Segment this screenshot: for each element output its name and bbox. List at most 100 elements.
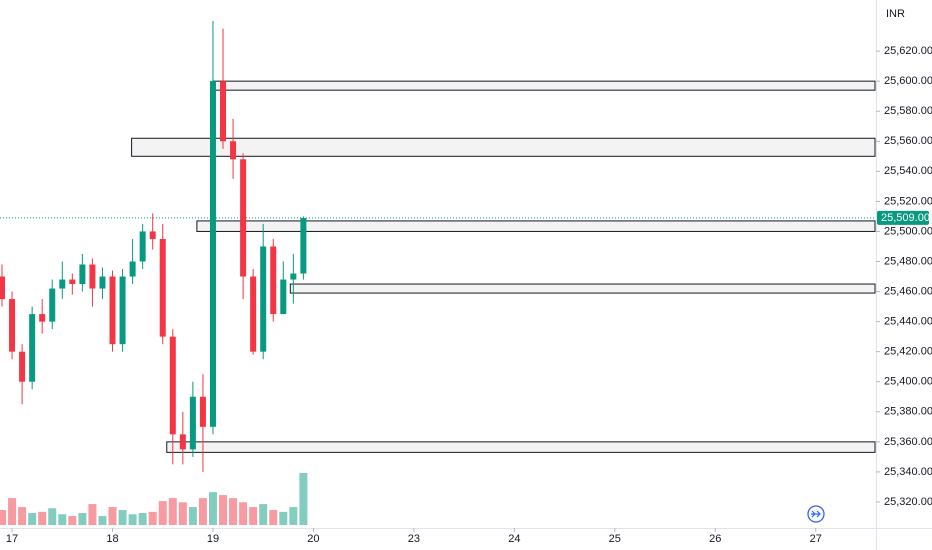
candle-body <box>139 231 146 262</box>
candle-body <box>39 314 46 322</box>
currency-label: INR <box>886 8 905 20</box>
candle <box>39 299 46 334</box>
x-tick-label: 19 <box>207 533 219 545</box>
candle <box>230 118 237 179</box>
y-tick-label: 25,600.00 <box>884 75 932 87</box>
volume-bar <box>8 498 17 525</box>
zone <box>289 283 876 294</box>
volume-bar <box>68 516 77 525</box>
candle-body <box>29 314 36 382</box>
volume-bar <box>178 502 187 525</box>
volume-bar <box>198 498 207 525</box>
candle-body <box>189 396 196 450</box>
x-tick-label: 26 <box>709 533 721 545</box>
y-tick-label: 25,520.00 <box>884 195 932 207</box>
candle-body <box>9 299 16 352</box>
candle <box>300 216 307 280</box>
x-tick-label: 27 <box>810 533 822 545</box>
candle-body <box>230 141 237 160</box>
candle <box>199 374 206 472</box>
candle-body <box>109 276 116 345</box>
candle <box>9 291 16 360</box>
volume-bar <box>208 492 217 525</box>
volume-bar <box>299 473 308 525</box>
candle-body <box>270 246 277 315</box>
candle-body <box>169 336 176 435</box>
candle <box>49 279 56 330</box>
x-tick-label: 25 <box>609 533 621 545</box>
volume-bar <box>148 511 157 525</box>
volume-bar <box>0 510 7 525</box>
y-tick-label: 25,560.00 <box>884 135 932 147</box>
volume-bar <box>128 514 137 525</box>
candle <box>119 269 126 352</box>
x-tick-label: 23 <box>408 533 420 545</box>
y-tick-label: 25,380.00 <box>884 406 932 418</box>
volume-bar <box>88 504 97 525</box>
candle <box>280 261 287 315</box>
zone <box>166 441 876 453</box>
y-tick-label: 25,360.00 <box>884 436 932 448</box>
y-tick-label: 25,420.00 <box>884 346 932 358</box>
y-tick-label: 25,400.00 <box>884 376 932 388</box>
x-tick-label: 17 <box>6 533 18 545</box>
last-price-box <box>877 210 929 225</box>
volume-bar <box>38 511 47 525</box>
candle-body <box>220 81 227 142</box>
candle-body <box>59 279 66 289</box>
candle <box>220 28 227 149</box>
candle <box>99 267 106 300</box>
volume-bar <box>138 513 147 525</box>
last-price-label: 25,509.00 <box>881 212 930 224</box>
y-tick-label: 25,580.00 <box>884 105 932 117</box>
zone <box>131 137 876 157</box>
volume-bar <box>158 501 167 525</box>
candle-body <box>250 276 257 352</box>
candle <box>250 269 257 355</box>
zone <box>212 80 876 91</box>
candle <box>79 253 86 292</box>
candle-body <box>69 279 76 285</box>
volume-bar <box>118 510 127 525</box>
candle-body <box>99 276 106 289</box>
candle <box>139 223 146 270</box>
candle <box>29 306 36 390</box>
volume-bar <box>249 507 258 525</box>
y-tick-label: 25,340.00 <box>884 466 932 478</box>
candle-body <box>129 261 136 277</box>
y-tick-label: 25,540.00 <box>884 165 932 177</box>
y-tick-label: 25,320.00 <box>884 496 932 508</box>
candle <box>59 261 66 300</box>
candle <box>169 329 176 465</box>
zone <box>196 220 876 232</box>
candle <box>270 238 277 322</box>
candle-body <box>149 231 156 239</box>
candle-body <box>280 279 287 315</box>
candle <box>129 238 136 285</box>
goto-realtime-button[interactable] <box>807 505 825 523</box>
candle-body <box>240 159 247 277</box>
candle <box>0 264 6 307</box>
volume-bar <box>58 514 67 525</box>
candle-body <box>0 276 6 300</box>
y-tick-label: 25,440.00 <box>884 316 932 328</box>
volume-bar <box>239 502 248 525</box>
candle-body <box>159 238 166 337</box>
candle <box>260 223 267 360</box>
volume-bar <box>78 513 87 525</box>
x-tick-label: 18 <box>106 533 118 545</box>
candle <box>240 153 247 300</box>
candle-body <box>199 396 206 427</box>
y-tick-label: 25,480.00 <box>884 255 932 267</box>
x-tick-label: 24 <box>508 533 520 545</box>
volume-bar <box>98 516 107 525</box>
volume-bar <box>108 507 117 525</box>
y-tick-label: 25,500.00 <box>884 225 932 237</box>
candle-body <box>19 351 26 382</box>
volume-bar <box>188 507 197 525</box>
candle-body <box>119 276 126 345</box>
volume-bar <box>289 507 298 525</box>
goto-icon[interactable] <box>811 510 821 518</box>
candle <box>109 270 116 352</box>
volume-bar <box>48 508 57 525</box>
